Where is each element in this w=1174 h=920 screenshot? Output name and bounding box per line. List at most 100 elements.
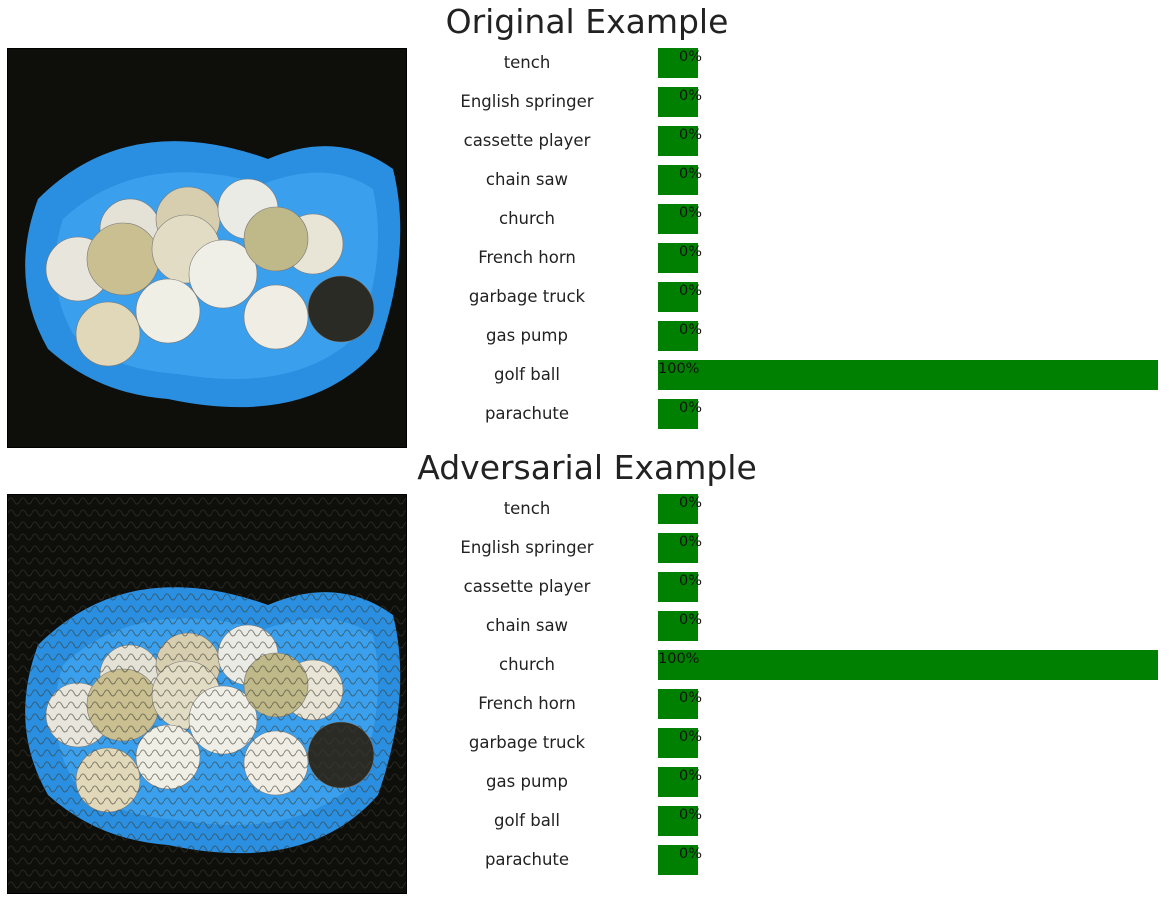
percent-label: 0% [679, 400, 703, 416]
bar-track: 0% [658, 494, 1158, 524]
class-label: French horn [478, 694, 576, 713]
prediction-row: garbage truck 0% [0, 728, 1174, 758]
bar-track: 0% [658, 572, 1158, 602]
percent-label: 100% [658, 361, 700, 377]
prediction-row: tench 0% [0, 48, 1174, 78]
class-label: parachute [484, 850, 570, 869]
class-label: garbage truck [468, 287, 586, 306]
golf-balls-icon [8, 49, 406, 447]
class-label: cassette player [463, 577, 591, 596]
bar-track: 0% [658, 48, 1158, 78]
percent-label: 0% [679, 322, 703, 338]
probability-bar [658, 48, 698, 78]
class-label: tench [503, 53, 551, 72]
bar-track: 0% [658, 165, 1158, 195]
prediction-row: French horn 0% [0, 243, 1174, 273]
bar-track: 0% [658, 845, 1158, 875]
probability-bar [658, 321, 698, 351]
percent-label: 0% [679, 573, 703, 589]
probability-bar [658, 399, 698, 429]
class-label: English springer [460, 538, 594, 557]
bar-track: 100% [658, 650, 1158, 680]
bar-track: 0% [658, 399, 1158, 429]
class-label: golf ball [494, 811, 560, 830]
adversarial-example-section: Adversarial Example [0, 446, 1174, 920]
percent-label: 0% [679, 127, 703, 143]
bar-track: 0% [658, 321, 1158, 351]
class-label: garbage truck [468, 733, 586, 752]
percent-label: 100% [658, 651, 700, 667]
class-label: tench [503, 499, 551, 518]
percent-label: 0% [679, 495, 703, 511]
prediction-row: golf ball 0% [0, 806, 1174, 836]
percent-label: 0% [679, 690, 703, 706]
prediction-row: chain saw 0% [0, 165, 1174, 195]
prediction-row: parachute 0% [0, 845, 1174, 875]
percent-label: 0% [679, 846, 703, 862]
probability-bar [658, 87, 698, 117]
section-title: Adversarial Example [417, 448, 757, 487]
prediction-row: parachute 0% [0, 399, 1174, 429]
bar-track: 0% [658, 126, 1158, 156]
prediction-row: French horn 0% [0, 689, 1174, 719]
golf-balls-perturbed-icon [8, 495, 406, 893]
percent-label: 0% [679, 244, 703, 260]
percent-label: 0% [679, 205, 703, 221]
class-label: church [499, 209, 555, 228]
class-label: parachute [484, 404, 570, 423]
bar-track: 0% [658, 87, 1158, 117]
probability-bar [658, 533, 698, 563]
class-label: French horn [478, 248, 576, 267]
class-label: gas pump [486, 772, 568, 791]
probability-bar [658, 767, 698, 797]
prediction-row: tench 0% [0, 494, 1174, 524]
percent-label: 0% [679, 612, 703, 628]
prediction-row: church 100% [0, 650, 1174, 680]
probability-bar [658, 728, 698, 758]
original-example-section: Original Example t [0, 0, 1174, 448]
percent-label: 0% [679, 807, 703, 823]
probability-bar [658, 806, 698, 836]
bar-track: 0% [658, 204, 1158, 234]
class-label: church [499, 655, 555, 674]
percent-label: 0% [679, 49, 703, 65]
bar-track: 0% [658, 611, 1158, 641]
bar-track: 0% [658, 282, 1158, 312]
class-label: golf ball [494, 365, 560, 384]
probability-bar [658, 650, 1158, 680]
prediction-row: gas pump 0% [0, 321, 1174, 351]
probability-bar [658, 282, 698, 312]
prediction-row: gas pump 0% [0, 767, 1174, 797]
probability-bar [658, 494, 698, 524]
probability-bar [658, 243, 698, 273]
percent-label: 0% [679, 283, 703, 299]
class-label: gas pump [486, 326, 568, 345]
section-title: Original Example [445, 2, 729, 41]
bar-track: 100% [658, 360, 1158, 390]
prediction-row: church 0% [0, 204, 1174, 234]
prediction-row: cassette player 0% [0, 126, 1174, 156]
probability-bar [658, 165, 698, 195]
prediction-row: garbage truck 0% [0, 282, 1174, 312]
prediction-row: cassette player 0% [0, 572, 1174, 602]
probability-bar [658, 572, 698, 602]
prediction-row: English springer 0% [0, 87, 1174, 117]
bar-track: 0% [658, 689, 1158, 719]
original-image [7, 48, 407, 448]
bar-track: 0% [658, 728, 1158, 758]
probability-bar [658, 845, 698, 875]
bar-track: 0% [658, 243, 1158, 273]
prediction-row: English springer 0% [0, 533, 1174, 563]
probability-bar [658, 689, 698, 719]
probability-bar [658, 360, 1158, 390]
adversarial-image [7, 494, 407, 894]
class-label: chain saw [485, 616, 569, 635]
percent-label: 0% [679, 534, 703, 550]
bar-track: 0% [658, 533, 1158, 563]
percent-label: 0% [679, 768, 703, 784]
class-label: chain saw [485, 170, 569, 189]
prediction-row: golf ball 100% [0, 360, 1174, 390]
prediction-row: chain saw 0% [0, 611, 1174, 641]
bar-track: 0% [658, 806, 1158, 836]
percent-label: 0% [679, 729, 703, 745]
